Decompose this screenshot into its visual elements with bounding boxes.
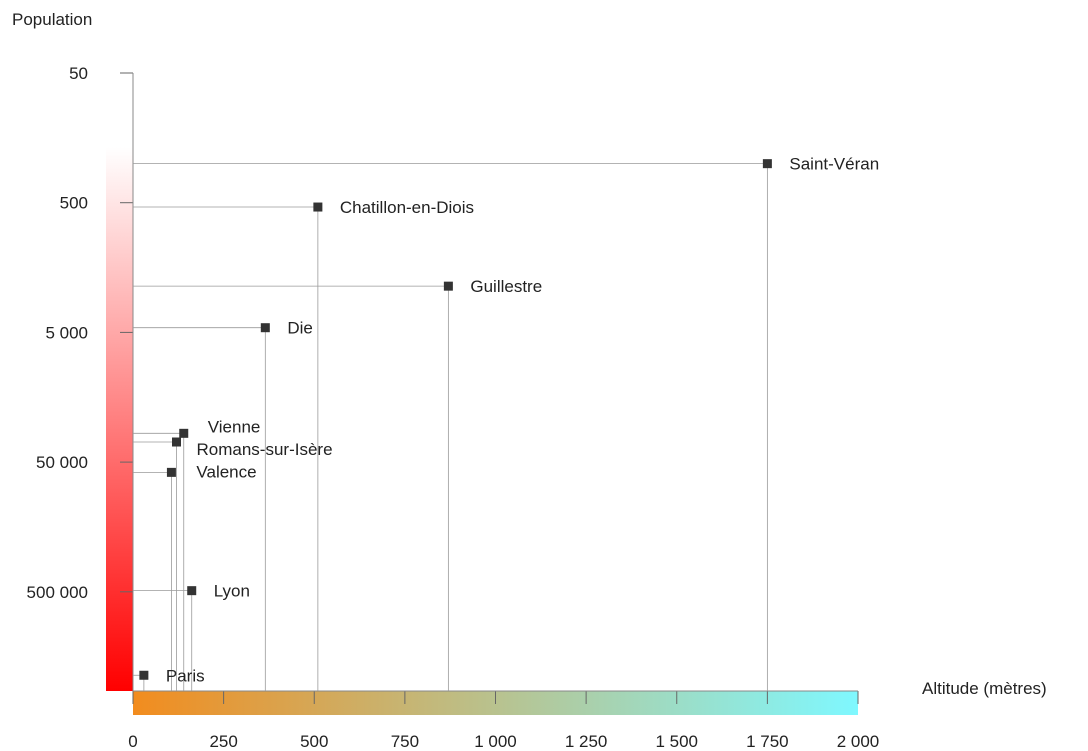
data-point-marker — [179, 428, 189, 438]
x-axis-title: Altitude (mètres) — [922, 679, 1047, 698]
y-tick-label: 500 000 — [27, 583, 88, 602]
data-point-label: Lyon — [214, 582, 250, 601]
y-tick-label: 50 000 — [36, 453, 88, 472]
data-point-marker — [172, 437, 181, 447]
x-tick-label: 1 250 — [565, 732, 608, 751]
y-axis-ticks: 50 500 5 000 50 000 500 000 — [27, 64, 133, 602]
y-axis-title: Population — [12, 10, 92, 29]
y-tick-label: 5 000 — [45, 323, 88, 342]
x-axis-ticks: 0 250 500 750 1 000 1 250 1 500 1 750 2 000 — [128, 691, 879, 751]
x-tick-label: 1 750 — [746, 732, 789, 751]
x-tick-label: 500 — [300, 732, 328, 751]
x-tick-label: 750 — [391, 732, 419, 751]
x-tick-label: 1 000 — [474, 732, 517, 751]
x-tick-label: 2 000 — [837, 732, 880, 751]
data-point-marker — [139, 670, 149, 680]
y-axis-color-bar — [106, 73, 133, 691]
data-point-label: Chatillon-en-Diois — [340, 198, 474, 217]
data-point-label: Paris — [166, 666, 205, 685]
data-point-label: Die — [287, 319, 313, 338]
data-point-marker — [313, 202, 323, 212]
data-point-marker — [166, 467, 176, 477]
data-point-marker — [762, 159, 772, 169]
data-point-label: Valence — [196, 462, 256, 481]
data-point-label: Guillestre — [470, 277, 542, 296]
x-tick-label: 0 — [128, 732, 137, 751]
y-tick-label: 50 — [69, 64, 88, 83]
x-tick-label: 1 500 — [655, 732, 698, 751]
data-point-label: Romans-sur-Isère — [197, 440, 333, 459]
data-points: Saint-Véran Chatillon-en-Diois Guillestre D… — [133, 155, 879, 691]
data-point-label: Vienne — [208, 417, 261, 436]
y-tick-label: 500 — [60, 194, 88, 213]
data-point-marker — [260, 323, 270, 333]
data-point-marker — [443, 281, 453, 291]
x-tick-label: 250 — [209, 732, 237, 751]
data-point-marker — [187, 586, 197, 596]
data-point-label: Saint-Véran — [789, 155, 879, 174]
